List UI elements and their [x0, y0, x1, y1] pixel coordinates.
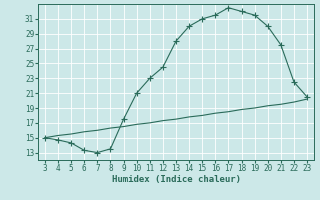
- X-axis label: Humidex (Indice chaleur): Humidex (Indice chaleur): [111, 175, 241, 184]
